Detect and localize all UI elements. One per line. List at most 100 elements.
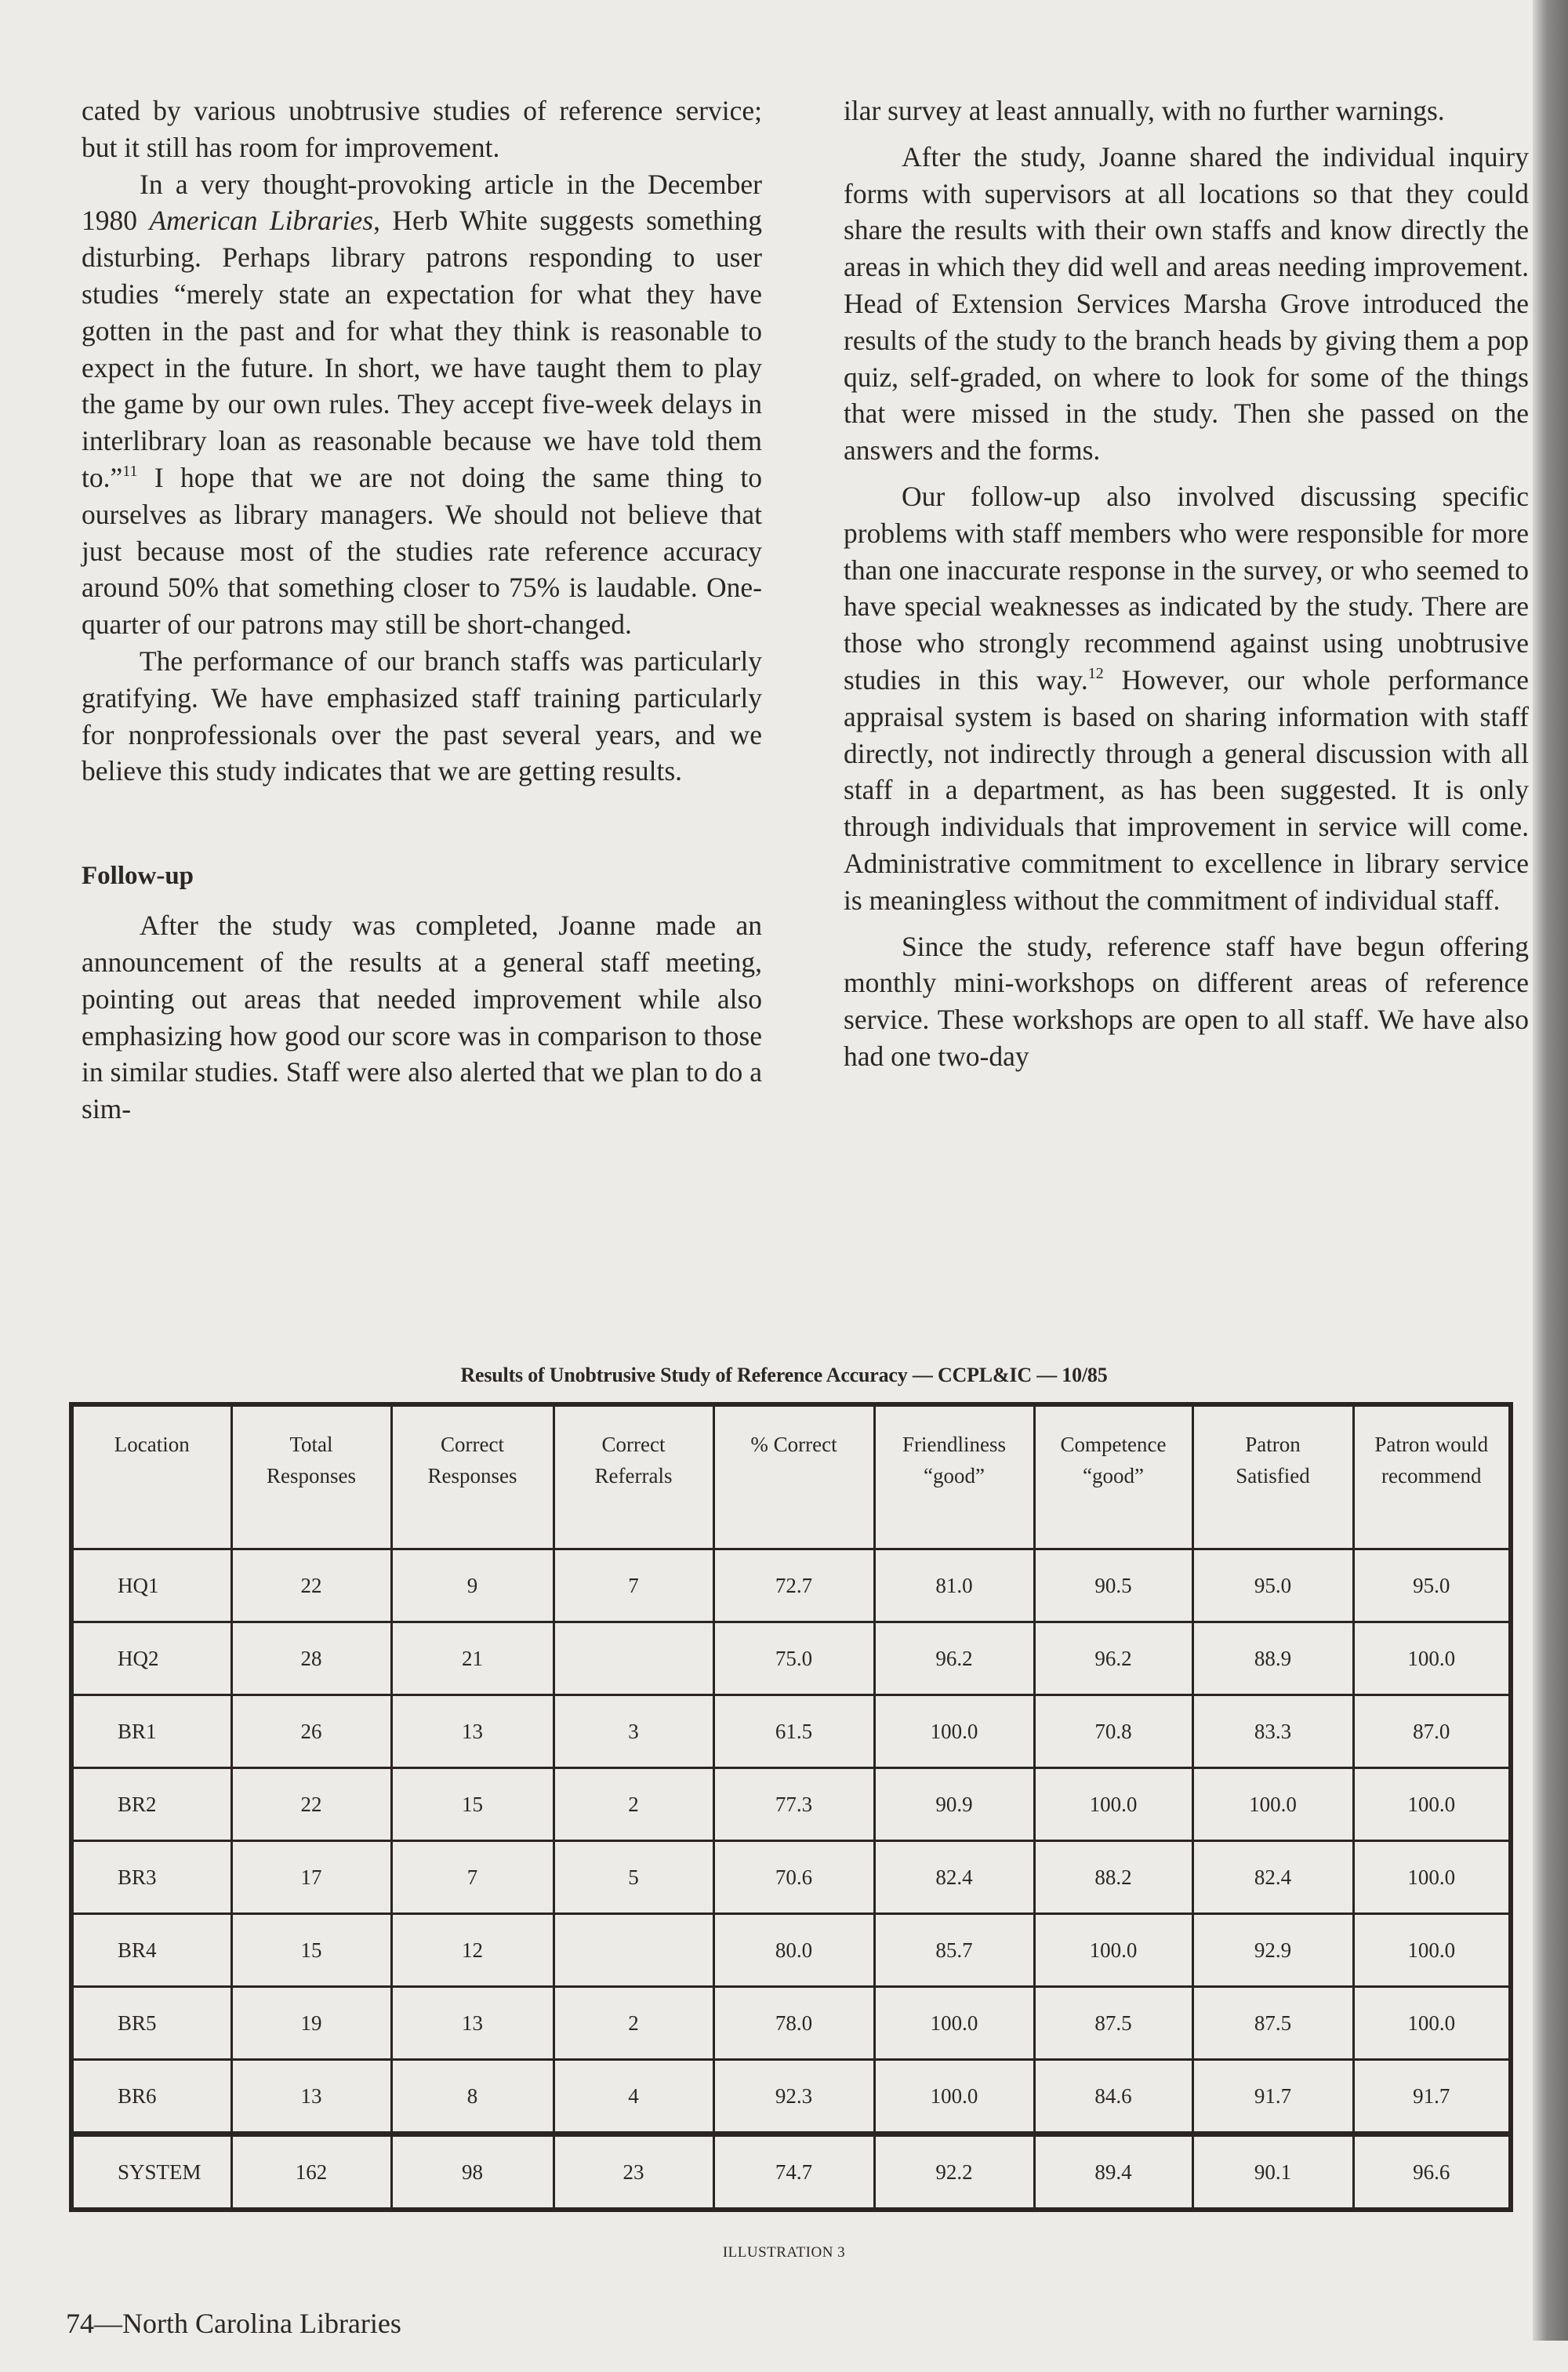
value-cell: 100.0 <box>873 1985 1036 2061</box>
text-columns: cated by various unobtrusive studies of … <box>0 93 1568 1347</box>
table-header-row: Location Total Responses Correct Responses Co… <box>70 1403 1512 1550</box>
value-cell <box>552 1621 715 1696</box>
table-row: BR5 19 13 2 78.0 100.0 87.5 87.5 100.0 <box>70 1985 1512 2061</box>
value-cell: 100.0 <box>1352 1985 1512 2061</box>
journal-title: American Libraries <box>149 205 374 237</box>
value-cell: 100.0 <box>1352 1621 1512 1696</box>
value-cell: 92.2 <box>873 2131 1036 2211</box>
value-cell: 83.3 <box>1191 1694 1355 1769</box>
value-cell: 162 <box>230 2131 393 2211</box>
value-cell: 5 <box>552 1840 715 1915</box>
column-header: Total Responses <box>230 1403 393 1550</box>
value-cell: 70.8 <box>1033 1694 1194 1769</box>
location-cell: BR2 <box>70 1767 233 1842</box>
text: In a very thought-provoking article in t… <box>82 168 762 237</box>
value-cell: 87.0 <box>1352 1694 1512 1769</box>
value-cell: 19 <box>230 1985 393 2061</box>
footnote-ref: 11 <box>122 462 138 480</box>
column-header-line: recommend <box>1381 1464 1482 1487</box>
column-header-line: Correct <box>601 1433 666 1456</box>
value-cell: 100.0 <box>1033 1912 1194 1988</box>
value-cell: 28 <box>230 1621 393 1696</box>
table-total-row: SYSTEM 162 98 23 74.7 92.2 89.4 90.1 96.6 <box>70 2131 1512 2211</box>
paragraph: cated by various unobtrusive studies of … <box>82 95 762 163</box>
table-title: Results of Unobtrusive Study of Referenc… <box>460 1364 1108 1386</box>
location-cell: BR3 <box>70 1840 233 1915</box>
value-cell: 100.0 <box>1352 1767 1512 1842</box>
value-cell: 92.9 <box>1191 1912 1355 1988</box>
value-cell: 82.4 <box>873 1840 1036 1915</box>
value-cell: 100.0 <box>1352 1840 1512 1915</box>
value-cell: 72.7 <box>712 1548 876 1623</box>
paragraph-white-quote: In a very thought-provoking article in t… <box>82 166 762 643</box>
table-row: HQ1 22 9 7 72.7 81.0 90.5 95.0 95.0 <box>70 1548 1512 1623</box>
section-heading: Follow-up <box>82 862 194 891</box>
value-cell: 75.0 <box>712 1621 876 1696</box>
value-cell: 81.0 <box>873 1548 1036 1623</box>
page-edge-shadow <box>1533 0 1568 2341</box>
table-row: HQ2 28 21 75.0 96.2 96.2 88.9 100.0 <box>70 1621 1512 1696</box>
value-cell: 3 <box>552 1694 715 1769</box>
value-cell: 88.2 <box>1033 1840 1194 1915</box>
value-cell: 8 <box>390 2058 555 2135</box>
text: I hope that we are not doing the same th… <box>82 461 762 641</box>
value-cell: 13 <box>390 1985 555 2061</box>
value-cell: 74.7 <box>712 2131 876 2211</box>
column-header-line: Correct <box>441 1433 504 1456</box>
column-header-line: Responses <box>267 1464 356 1487</box>
value-cell: 98 <box>390 2131 555 2211</box>
value-cell: 100.0 <box>1191 1767 1355 1842</box>
paragraph: Our follow-up also involved discussing s… <box>844 478 1529 919</box>
value-cell: 90.9 <box>873 1767 1036 1842</box>
table-body: HQ1 22 9 7 72.7 81.0 90.5 95.0 95.0 HQ2 28 21 75.0 96… <box>70 1548 1512 2211</box>
value-cell: 100.0 <box>873 2058 1036 2135</box>
footnote-ref: 12 <box>1087 664 1104 682</box>
value-cell: 96.6 <box>1352 2131 1512 2211</box>
page-footer: 74—North Carolina Libraries <box>66 2308 401 2339</box>
paragraph: The performance of our branch staffs was… <box>82 645 762 787</box>
value-cell: 87.5 <box>1191 1985 1355 2061</box>
value-cell: 84.6 <box>1033 2058 1194 2135</box>
value-cell: 90.1 <box>1191 2131 1355 2211</box>
column-header: Location <box>70 1403 233 1550</box>
value-cell: 88.9 <box>1191 1621 1355 1696</box>
value-cell: 95.0 <box>1191 1548 1355 1623</box>
value-cell: 7 <box>552 1548 715 1623</box>
column-header: Correct Referrals <box>552 1403 715 1550</box>
paragraph: After the study, Joanne shared the indiv… <box>844 140 1529 467</box>
value-cell: 92.3 <box>712 2058 876 2135</box>
value-cell: 87.5 <box>1033 1985 1194 2061</box>
value-cell: 7 <box>390 1840 555 1915</box>
location-cell: BR1 <box>70 1694 233 1769</box>
column-header-line: Competence <box>1060 1433 1167 1456</box>
column-header: Correct Responses <box>390 1403 555 1550</box>
column-header: Patron Satisfied <box>1191 1403 1355 1550</box>
column-header: % Correct <box>712 1403 876 1550</box>
column-header-line: Friendliness <box>902 1433 1006 1456</box>
column-header-line: Responses <box>427 1464 517 1487</box>
value-cell: 91.7 <box>1352 2058 1512 2135</box>
location-cell: BR6 <box>70 2058 233 2135</box>
table-row: BR3 17 7 5 70.6 82.4 88.2 82.4 100.0 <box>70 1840 1512 1915</box>
column-header-line: Location <box>114 1433 190 1456</box>
paragraph: Since the study, reference staff have be… <box>844 930 1529 1072</box>
value-cell: 89.4 <box>1033 2131 1194 2211</box>
value-cell: 96.2 <box>1033 1621 1194 1696</box>
value-cell: 13 <box>230 2058 393 2135</box>
paragraph: After the study was completed, Joanne ma… <box>82 910 762 1125</box>
column-header-line: Patron would <box>1374 1433 1489 1456</box>
value-cell: 90.5 <box>1033 1548 1194 1623</box>
column-header-line: “good” <box>1083 1464 1144 1487</box>
right-column: ilar survey at least annually, with no f… <box>844 93 1529 1075</box>
value-cell: 2 <box>552 1767 715 1842</box>
value-cell: 22 <box>230 1767 393 1842</box>
value-cell: 77.3 <box>712 1767 876 1842</box>
location-cell: HQ2 <box>70 1621 233 1696</box>
value-cell: 17 <box>230 1840 393 1915</box>
column-header-line: Patron <box>1245 1433 1301 1456</box>
value-cell: 26 <box>230 1694 393 1769</box>
illustration-caption: ILLUSTRATION 3 <box>722 2244 846 2261</box>
value-cell: 78.0 <box>712 1985 876 2061</box>
text: However, our whole performance appraisal… <box>844 663 1529 916</box>
